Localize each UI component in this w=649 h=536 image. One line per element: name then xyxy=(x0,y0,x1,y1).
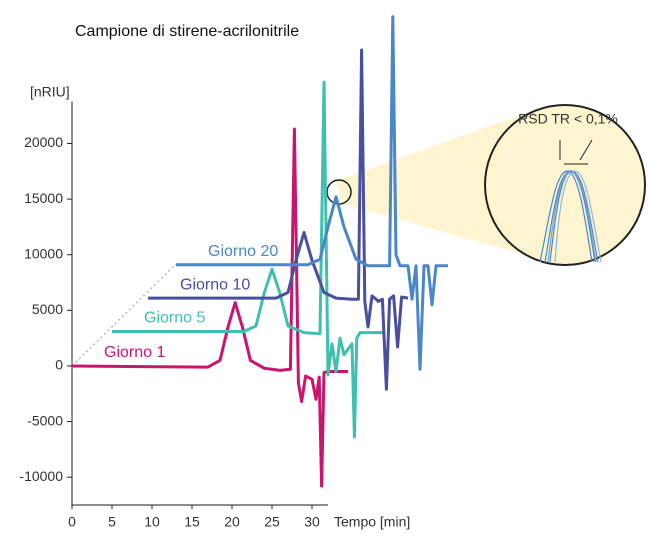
y-tick-label: 20000 xyxy=(24,134,63,150)
inset-label: RSD TR < 0,1% xyxy=(518,111,618,127)
series-line xyxy=(112,80,384,439)
x-tick-label: 25 xyxy=(264,514,280,530)
series-line xyxy=(176,15,448,371)
y-tick-label: -10000 xyxy=(19,468,63,484)
series-line xyxy=(148,48,409,391)
series-label: Giorno 10 xyxy=(180,276,250,293)
x-tick-label: 10 xyxy=(144,514,160,530)
y-axis-label: [nRIU] xyxy=(30,84,70,100)
inset-peaks xyxy=(539,170,602,263)
series-label: Giorno 20 xyxy=(208,243,278,260)
y-tick-label: 0 xyxy=(55,357,63,373)
x-tick-label: 30 xyxy=(304,514,320,530)
series-label: Giorno 1 xyxy=(104,344,165,361)
x-tick-label: 15 xyxy=(184,514,200,530)
series-line xyxy=(71,127,348,488)
y-tick-label: 15000 xyxy=(24,190,63,206)
series-label: Giorno 5 xyxy=(144,310,205,327)
x-tick-label: 5 xyxy=(108,514,116,530)
x-tick-label: 20 xyxy=(224,514,240,530)
y-tick-label: -5000 xyxy=(27,412,63,428)
x-tick-label: 0 xyxy=(68,514,76,530)
y-tick-label: 10000 xyxy=(24,245,63,261)
y-tick-label: 5000 xyxy=(32,301,63,317)
offset-guide xyxy=(71,263,177,367)
x-axis-label: Tempo [min] xyxy=(334,514,410,530)
inset-arrow xyxy=(579,139,593,161)
chart-title: Campione di stirene-acrilonitrile xyxy=(75,23,299,40)
